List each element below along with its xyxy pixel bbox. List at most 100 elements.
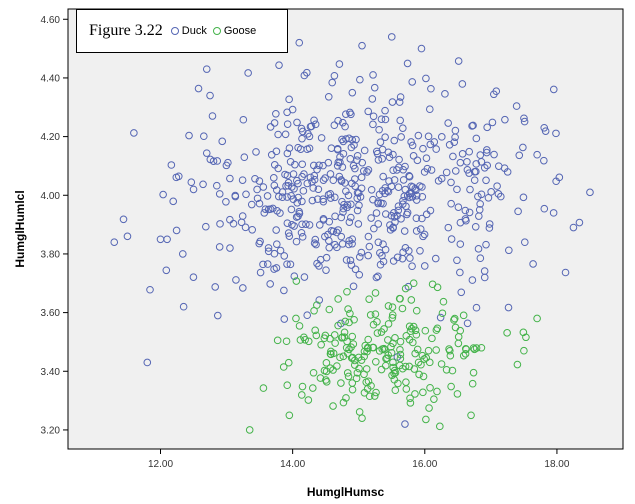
duck-point [483,123,491,132]
duck-point [247,200,256,209]
duck-point [461,206,470,215]
duck-point [471,222,480,231]
duck-point [331,212,339,221]
x-tick-label: 16.00 [412,459,437,470]
duck-point [339,204,348,213]
goose-point [469,344,478,352]
duck-point [387,211,396,220]
legend-item-duck: Duck [170,25,207,37]
duck-point [482,240,490,249]
duck-point [329,227,338,236]
goose-point [402,378,410,386]
duck-point [390,176,399,184]
goose-point [343,369,352,377]
duck-point [302,220,310,228]
goose-point [459,351,468,360]
y-tick-label: 4.00 [41,191,61,202]
duck-point [422,74,430,83]
duck-point [368,95,377,103]
goose-point [436,422,444,431]
duck-point [297,124,306,133]
plot-area [67,8,624,450]
duck-point [338,135,346,144]
duck-point [259,260,267,269]
duck-point [342,187,350,195]
duck-point [453,185,461,194]
duck-point [326,194,335,202]
duck-point [286,260,295,269]
duck-point [472,167,480,176]
duck-point [394,206,403,215]
goose-point [338,333,347,342]
duck-point [240,153,249,162]
goose-point [389,339,397,348]
goose-point [365,392,374,401]
goose-point [384,320,393,328]
goose-point [442,365,451,374]
duck-point [540,156,548,165]
duck-point [374,272,382,281]
goose-point [384,302,393,310]
duck-point [275,61,283,69]
duck-point [215,190,224,198]
duck-point [226,244,234,252]
duck-point [242,190,250,199]
duck-point [353,151,362,160]
duck-point [378,251,386,260]
duck-point [374,220,383,228]
duck-point [529,260,537,268]
goose-point [388,303,397,311]
duck-point [395,163,403,172]
duck-point [442,168,451,177]
duck-point [375,125,383,134]
duck-point [472,160,481,168]
duck-point [281,130,290,139]
goose-point [389,363,397,372]
duck-point [269,204,277,213]
goose-point [297,391,306,399]
duck-point [357,184,366,193]
duck-point [267,151,276,159]
goose-point [461,344,470,353]
duck-point [416,225,425,233]
duck-point [398,254,407,263]
goose-point [477,343,486,352]
goose-point [433,283,442,292]
duck-point [308,178,316,186]
legend-label-duck: Duck [181,25,207,37]
duck-point [505,246,513,255]
goose-point [279,363,288,371]
duck-point [325,217,334,226]
duck-point [339,149,348,158]
goose-point [337,379,345,387]
goose-point [317,340,325,349]
duck-point [417,44,426,53]
goose-point [419,388,427,397]
y-tick-label: 3.60 [41,308,61,319]
duck-point [351,265,360,274]
duck-point [364,251,373,260]
duck-point [284,181,292,190]
duck-point [280,315,289,323]
goose-point [419,372,428,381]
duck-point [378,155,386,163]
duck-point [397,133,405,141]
duck-point [454,203,463,211]
goose-point [364,377,373,386]
duck-point [347,143,356,152]
duck-point [540,204,549,213]
duck-point [364,232,373,241]
duck-point [359,167,368,175]
duck-point [179,302,188,311]
duck-point [341,122,349,131]
y-tick-label: 3.80 [41,249,61,260]
goose-point [520,346,528,355]
duck-point [372,273,381,282]
duck-point [369,112,378,121]
duck-point [298,160,307,169]
duck-point [447,178,455,187]
goose-marker-icon [212,27,221,35]
duck-point [363,168,371,176]
duck-point [290,184,298,193]
duck-point [326,170,335,178]
